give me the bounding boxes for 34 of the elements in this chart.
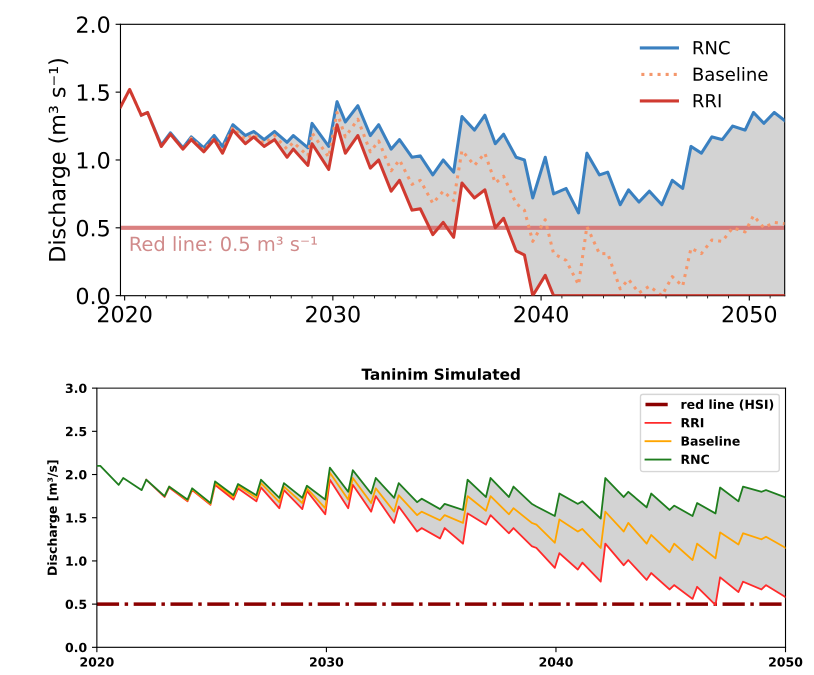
y-tick-label: 1.5 <box>78 84 109 101</box>
line-series <box>96 464 786 520</box>
y-tick-label: 0.5 <box>66 600 86 610</box>
x-tick-label: 2050 <box>722 306 776 323</box>
y-tick-label: 0.5 <box>76 220 109 237</box>
legend-label: red line (HSI) <box>682 399 774 411</box>
legend-label: RRI <box>694 94 721 108</box>
legend-label: Baseline <box>682 436 740 446</box>
y-tick-label: 2.5 <box>66 426 86 436</box>
y-tick-label: 1.0 <box>78 152 110 169</box>
line-series <box>145 478 786 606</box>
annotation: Red line: 0.5 m³ s⁻¹ <box>130 236 317 252</box>
y-tick-label: 0.0 <box>76 288 110 304</box>
legend-label: RNC <box>682 454 709 464</box>
y-tick-label: 2.0 <box>66 470 87 480</box>
x-tick-label: 2020 <box>98 306 152 323</box>
x-tick-label: 2030 <box>306 306 360 323</box>
line-series <box>164 472 786 561</box>
legend-label: RRI <box>682 418 704 428</box>
legend-label: Baseline <box>694 67 768 82</box>
y-tick-label: 1.5 <box>66 513 86 523</box>
y-tick-label: 3.0 <box>66 384 87 394</box>
y-axis-title: Discharge (m³ s⁻¹) <box>48 59 70 261</box>
y-tick-label: 0.0 <box>66 642 87 652</box>
x-tick-label: 2040 <box>540 657 573 667</box>
legend-label: RNC <box>694 40 730 55</box>
x-tick-label: 2030 <box>310 657 344 667</box>
x-tick-label: 2050 <box>769 657 802 667</box>
x-tick-label: 2020 <box>80 657 114 667</box>
chart-title: Taninim Simulated <box>362 368 520 380</box>
x-tick-label: 2040 <box>514 306 568 323</box>
y-tick-label: 1.0 <box>66 556 87 566</box>
y-tick-label: 2.0 <box>77 16 110 34</box>
y-axis-title: Discharge [m³/s] <box>47 460 60 575</box>
